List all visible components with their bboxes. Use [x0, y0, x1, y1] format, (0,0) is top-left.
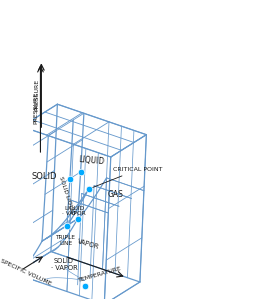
Point	[79, 169, 83, 174]
Text: PRESSURE: PRESSURE	[34, 92, 39, 124]
Text: LIQUID: LIQUID	[79, 155, 105, 166]
Text: SOLID: SOLID	[31, 172, 57, 181]
Text: SOLID LIQUID: SOLID LIQUID	[58, 176, 75, 215]
Text: GAS: GAS	[107, 190, 123, 199]
Text: TRIPLE
LINE: TRIPLE LINE	[55, 235, 76, 246]
Point	[83, 284, 87, 288]
Point	[76, 216, 80, 221]
Text: TEMPERATURE: TEMPERATURE	[77, 266, 122, 283]
Text: SOLID
· VAPOR: SOLID · VAPOR	[51, 258, 77, 271]
Text: LIQUID
· VAPOR: LIQUID · VAPOR	[62, 206, 86, 216]
Text: SPECIFIC VOLUME: SPECIFIC VOLUME	[0, 259, 53, 287]
Point	[65, 223, 69, 228]
Text: CRITICAL POINT: CRITICAL POINT	[91, 167, 163, 188]
Text: PRESSURE: PRESSURE	[35, 79, 39, 111]
Point	[87, 187, 91, 191]
Point	[68, 176, 72, 181]
Text: VAPOR: VAPOR	[77, 238, 100, 250]
